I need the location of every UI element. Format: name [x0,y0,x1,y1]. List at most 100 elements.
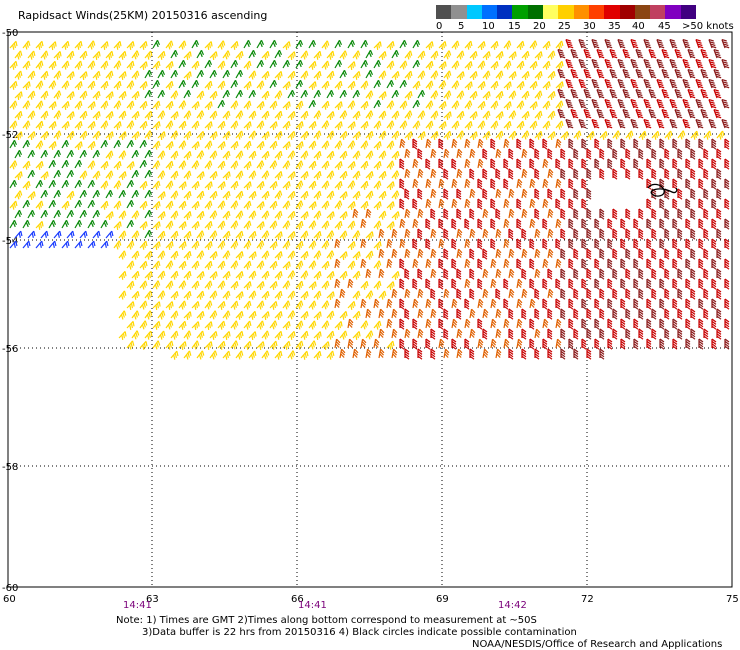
wind-barb [417,328,424,339]
wind-barb [217,99,226,109]
wind-barb [183,230,192,240]
wind-barb [521,208,528,219]
wind-barb [9,120,18,130]
wind-barb [555,81,564,91]
wind-barb [243,121,252,130]
wind-barb [555,158,561,170]
wind-barb [243,281,252,290]
wind-barb [118,131,127,141]
wind-barb [373,220,382,230]
wind-barb [560,188,566,200]
wind-barb [152,320,161,330]
wind-barb [495,248,502,259]
wind-barb [656,98,665,109]
wind-barb [248,49,257,59]
wind-barb [152,221,161,231]
wind-barb [425,278,431,290]
wind-barb [308,201,317,211]
wind-barb [456,90,465,100]
wind-barb [516,218,522,230]
wind-barb [490,278,497,289]
wind-barb [373,260,382,270]
wind-barb [534,148,540,160]
wind-barb [126,340,135,350]
wind-barb [256,101,265,110]
wind-barb [282,240,291,250]
wind-barb [373,79,382,89]
wind-barb [430,90,439,100]
wind-barb [178,221,187,231]
wind-barb [664,328,670,340]
wind-barb [217,181,226,191]
wind-barb [222,89,231,99]
wind-barb [347,318,354,329]
wind-barb [399,258,405,270]
wind-barb [300,70,309,80]
wind-barb [698,158,704,170]
wind-barb [183,270,192,280]
wind-barb [100,180,109,190]
wind-barb [565,78,574,89]
wind-barb [61,240,70,249]
wind-barb [430,288,436,300]
wind-barb [698,278,704,290]
wind-barb [630,58,639,69]
wind-barb [430,348,436,360]
wind-barb [659,258,665,270]
wind-barb [352,70,361,80]
wind-barb [217,60,226,70]
wind-barb [113,160,122,170]
wind-barb [521,288,528,299]
wind-barb [256,300,265,310]
wind-barb [703,228,709,240]
wind-barb [48,159,57,169]
wind-barb [339,310,348,320]
wind-barb [157,69,166,79]
wind-barb [617,38,626,49]
wind-barb [438,121,447,131]
wind-barb [659,318,665,330]
wind-barb [386,258,393,269]
wind-barb [685,258,691,270]
wind-barb [196,69,205,79]
wind-barb [248,89,257,99]
wind-barb [230,120,239,130]
wind-barb [490,61,499,70]
wind-barb [698,258,704,270]
wind-barb [399,39,408,49]
wind-barb [113,80,122,90]
wind-barb [144,330,153,340]
wind-barb [521,168,528,179]
wind-barb [378,91,387,101]
wind-barb [256,120,265,130]
wind-barb [646,298,652,310]
wind-barb [456,308,462,320]
wind-barb [573,288,579,300]
wind-barb [373,41,382,51]
lon-label: 69 [436,594,449,605]
wind-barb [534,168,540,180]
wind-barb [308,180,317,190]
wind-barb [599,208,605,220]
wind-barb [469,248,475,260]
wind-barb [178,79,187,89]
wind-barb [482,130,491,140]
wind-barb [609,48,618,59]
wind-barb [711,198,717,210]
wind-barb [53,209,62,219]
wind-barb [412,258,419,269]
wind-barb [711,238,717,250]
wind-barb [139,40,148,50]
wind-barb [326,211,335,221]
wind-barb [9,219,18,229]
wind-barb [599,248,605,260]
wind-barb [365,348,372,359]
wind-barb [482,91,491,100]
wind-barb [547,148,553,160]
wind-barb [53,230,62,239]
wind-barb [204,80,213,90]
wind-barb [698,138,704,150]
wind-barb [721,38,730,49]
wind-barb [360,100,369,110]
wind-barb [139,240,148,250]
